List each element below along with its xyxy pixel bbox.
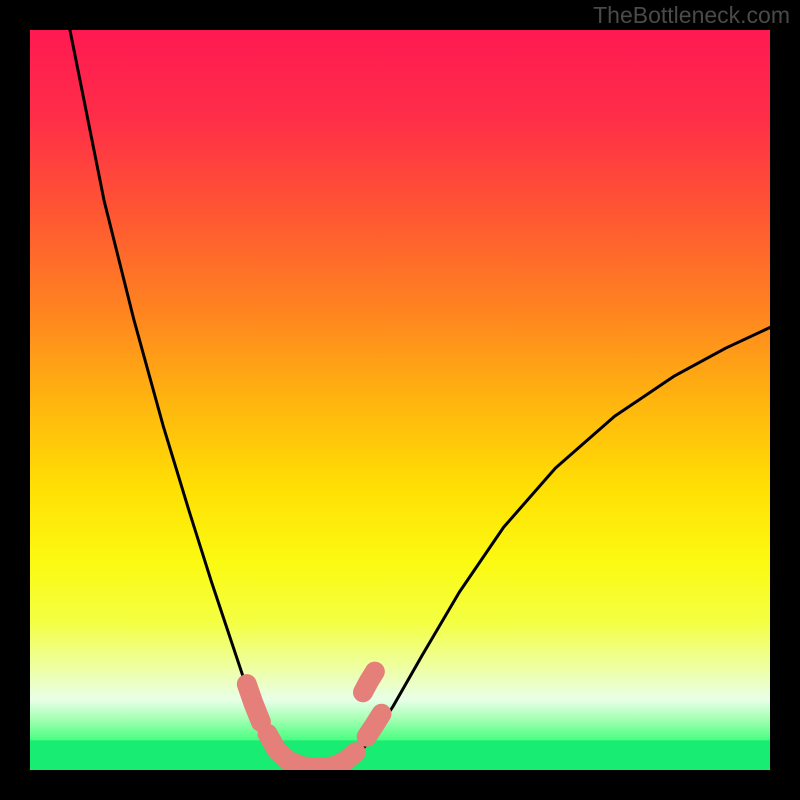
bottleneck-chart bbox=[0, 0, 800, 800]
watermark-text: TheBottleneck.com bbox=[593, 2, 790, 29]
plot-area-gradient bbox=[30, 30, 770, 770]
chart-container: TheBottleneck.com bbox=[0, 0, 800, 800]
green-band bbox=[30, 740, 770, 770]
